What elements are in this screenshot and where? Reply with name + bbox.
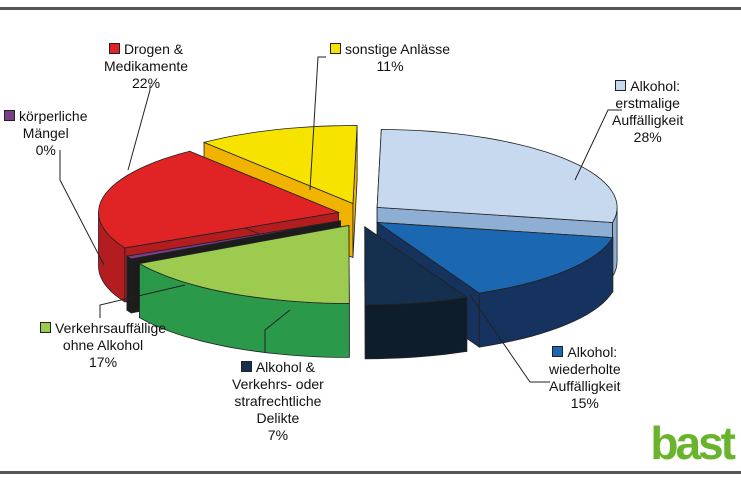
pie-slice-top bbox=[202, 125, 358, 205]
legend-swatch bbox=[240, 361, 252, 372]
label-koerperliche-maengel: körperliche Mängel 0% bbox=[4, 108, 87, 159]
label-category: Alkohol: bbox=[630, 78, 681, 94]
label-leader-line bbox=[574, 109, 622, 181]
label-text: wiederholte bbox=[549, 361, 621, 378]
pie-slice-top bbox=[138, 224, 350, 304]
label-text: Alkohol: bbox=[549, 344, 621, 361]
pie-slice-top bbox=[364, 226, 468, 306]
label-category: körperliche bbox=[19, 108, 88, 124]
chart-frame bbox=[0, 7, 741, 474]
label-leader-line bbox=[469, 294, 550, 383]
pie-slice-top bbox=[98, 150, 340, 249]
label-text: Medikamente bbox=[104, 58, 188, 75]
label-text: Verkehrs- oder bbox=[232, 376, 324, 393]
label-text: Auffälligkeit bbox=[549, 378, 621, 395]
label-text: sonstige Anlässe bbox=[330, 41, 450, 58]
pie-slice-rim bbox=[126, 255, 132, 314]
pie-slice-top bbox=[125, 220, 341, 260]
label-category: Alkohol & bbox=[255, 359, 315, 375]
label-sonstige-anlaesse: sonstige Anlässe 11% bbox=[330, 41, 450, 75]
label-category: ohne Alkohol bbox=[62, 337, 144, 353]
label-leader-line bbox=[127, 85, 151, 171]
pie-slice bbox=[138, 224, 350, 358]
label-category: Auffälligkeit bbox=[612, 112, 684, 128]
label-text: Delikte bbox=[232, 410, 324, 427]
label-percent: 22% bbox=[132, 75, 161, 91]
legend-swatch bbox=[552, 346, 564, 357]
label-category: Delikte bbox=[256, 410, 300, 426]
label-drogen-medikamente: Drogen & Medikamente 22% bbox=[104, 41, 188, 92]
pie-slice-rim bbox=[364, 296, 468, 360]
label-text: körperliche bbox=[4, 108, 87, 125]
pie-slice-top bbox=[376, 128, 618, 223]
label-percent: 7% bbox=[267, 427, 289, 443]
legend-swatch bbox=[330, 43, 341, 54]
label-category: Medikamente bbox=[104, 58, 189, 74]
bast-logo: bast bbox=[650, 417, 736, 469]
label-text: Drogen & bbox=[104, 41, 188, 58]
pie-slice bbox=[364, 226, 468, 360]
label-category: Verkehrs- oder bbox=[232, 376, 324, 392]
legend-swatch bbox=[4, 110, 15, 121]
label-category: strafrechtliche bbox=[234, 393, 322, 409]
label-percent: 17% bbox=[89, 354, 118, 370]
label-alkohol-wiederholt: Alkohol: wiederholte Auffälligkeit 15% bbox=[549, 344, 621, 412]
label-percent: 15% bbox=[570, 395, 599, 411]
label-percent: 28% bbox=[633, 129, 662, 145]
label-text: Mängel bbox=[4, 125, 87, 142]
label-category: Auffälligkeit bbox=[549, 378, 621, 394]
label-alkohol-erstmalig: Alkohol: erstmalige Auffälligkeit 28% bbox=[612, 78, 683, 146]
legend-swatch bbox=[40, 322, 51, 333]
label-leader-line bbox=[309, 56, 326, 191]
label-category: Alkohol: bbox=[567, 344, 618, 360]
label-leader-line bbox=[264, 309, 291, 352]
label-category: Drogen & bbox=[123, 41, 184, 57]
label-category: erstmalige bbox=[615, 95, 680, 111]
label-text: Verkehrsauffällige bbox=[40, 320, 166, 337]
legend-swatch bbox=[615, 80, 627, 91]
legend-swatch bbox=[108, 43, 120, 54]
label-text: Auffälligkeit bbox=[612, 112, 683, 129]
label-percent: 11% bbox=[376, 58, 404, 74]
label-verkehrsauffaellige: Verkehrsauffällige ohne Alkohol 17% bbox=[40, 320, 166, 371]
label-text: erstmalige bbox=[612, 95, 683, 112]
label-text: ohne Alkohol bbox=[40, 337, 166, 354]
label-percent: 0% bbox=[35, 142, 56, 158]
label-alkohol-delikte: Alkohol & Verkehrs- oder strafrechtliche De… bbox=[232, 359, 324, 444]
pie-slice-top bbox=[375, 221, 614, 294]
label-category: Mängel bbox=[22, 125, 69, 141]
label-leader-line bbox=[59, 150, 105, 266]
label-category: Verkehrsauffällige bbox=[55, 320, 167, 336]
label-text: strafrechtliche bbox=[232, 393, 324, 410]
label-category: sonstige Anlässe bbox=[345, 41, 451, 57]
label-text: Alkohol & bbox=[232, 359, 324, 376]
label-text: Alkohol: bbox=[612, 78, 683, 95]
label-leader-line bbox=[99, 284, 186, 318]
label-category: wiederholte bbox=[549, 361, 621, 377]
